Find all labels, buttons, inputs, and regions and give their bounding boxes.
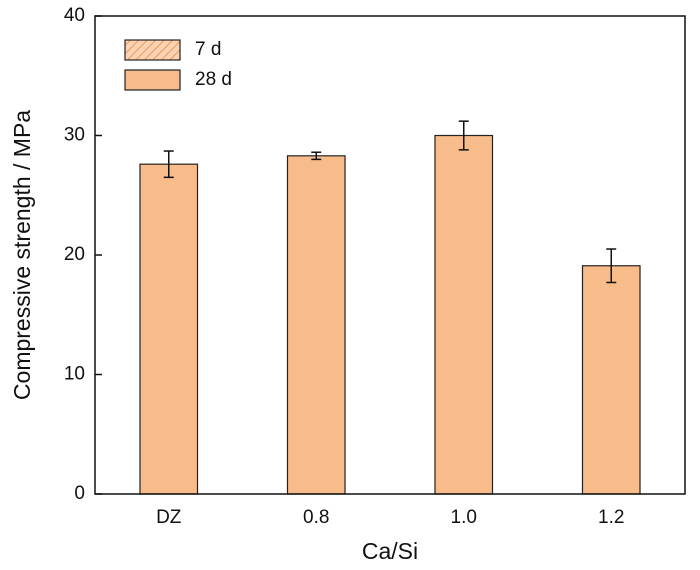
legend-label: 7 d — [195, 39, 221, 60]
legend-swatch — [124, 39, 181, 61]
x-tick-label: 1.2 — [598, 507, 624, 528]
bar — [139, 163, 199, 495]
x-tick-label: 0.8 — [303, 507, 329, 528]
y-tick-label: 10 — [64, 364, 85, 385]
plot-frame — [94, 15, 686, 495]
y-tick-label: 20 — [64, 244, 85, 265]
error-bar — [606, 248, 617, 284]
error-bar — [163, 150, 174, 179]
y-tick-label: 40 — [64, 5, 85, 26]
y-tick-label: 30 — [64, 125, 85, 146]
legend-label: 28 d — [195, 69, 232, 90]
legend-swatch — [124, 69, 181, 91]
x-tick-label: 1.0 — [451, 507, 477, 528]
bar — [434, 134, 494, 495]
x-tick-label: DZ — [156, 507, 182, 528]
bar — [286, 155, 346, 495]
bar — [581, 265, 641, 495]
error-bar — [458, 120, 469, 151]
error-bar — [311, 151, 322, 161]
y-axis-label: Compressive strength / MPa — [9, 110, 35, 400]
y-tick-label: 0 — [74, 483, 85, 504]
x-axis-label: Ca/Si — [362, 538, 418, 564]
